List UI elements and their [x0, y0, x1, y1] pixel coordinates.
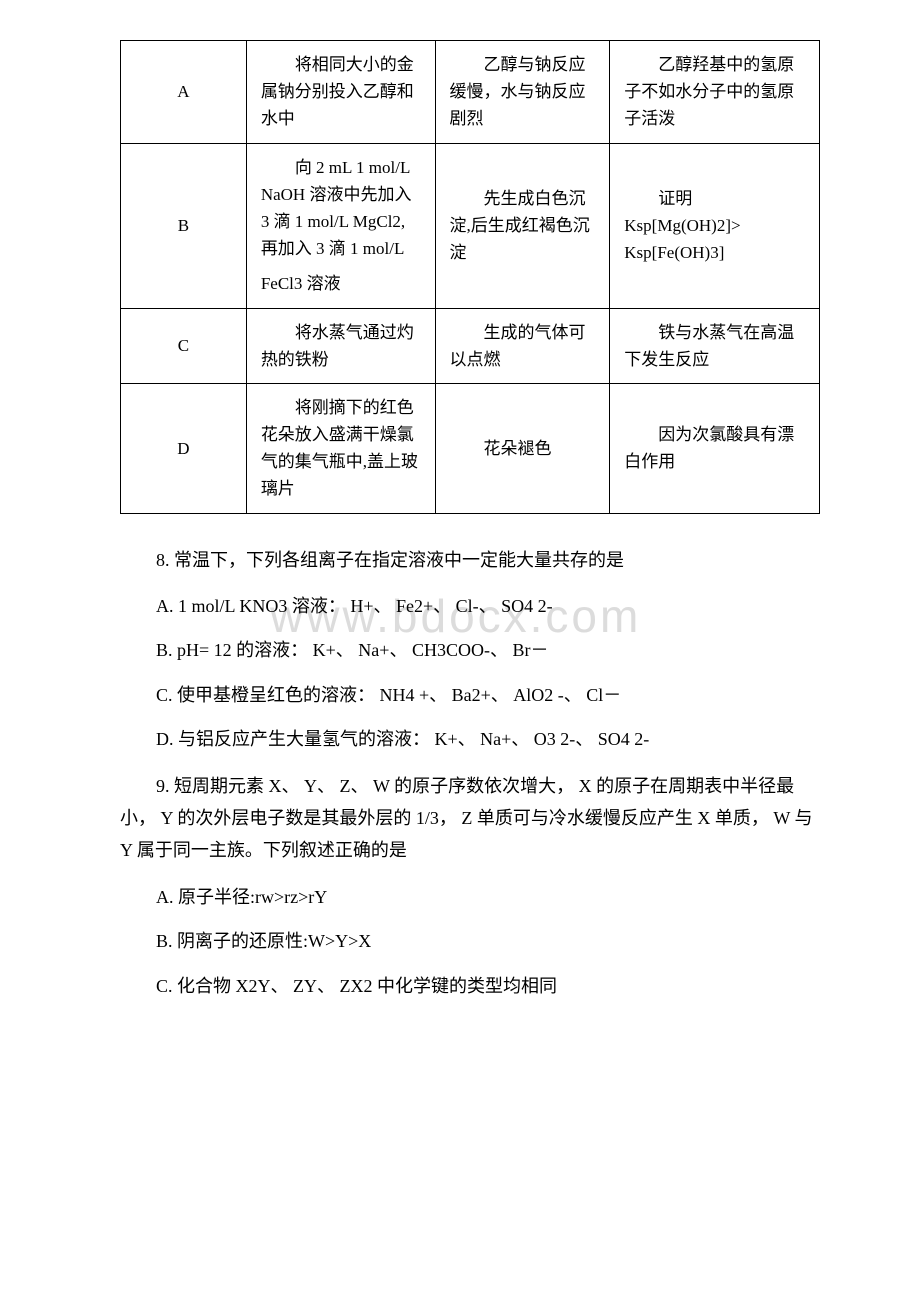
table-row: A 将相同大小的金属钠分别投入乙醇和水中 乙醇与钠反应缓慢，水与钠反应剧烈 乙醇… [121, 41, 820, 144]
row-d-operation: 将刚摘下的红色花朵放入盛满干燥氯气的集气瓶中,盖上玻璃片 [246, 383, 435, 513]
q9-option-a: A. 原子半径:rw>rz>rY [120, 881, 820, 913]
q9-option-b: B. 阴离子的还原性:W>Y>X [120, 925, 820, 957]
row-c-phenomenon: 生成的气体可以点燃 [435, 308, 610, 383]
table-row: D 将刚摘下的红色花朵放入盛满干燥氯气的集气瓶中,盖上玻璃片 花朵褪色 因为次氯… [121, 383, 820, 513]
row-b-phenomenon: 先生成白色沉淀,后生成红褐色沉淀 [435, 143, 610, 308]
row-b-label: B [121, 143, 247, 308]
row-d-label: D [121, 383, 247, 513]
q8-option-b: B. pH= 12 的溶液： K+、 Na+、 CH3COO-、 Br－ [120, 634, 820, 666]
table-row: B 向 2 mL 1 mol/L NaOH 溶液中先加入 3 滴 1 mol/L… [121, 143, 820, 308]
q9-stem-block: 9. 短周期元素 X、 Y、 Z、 W 的原子序数依次增大， X 的原子在周期表… [120, 770, 820, 867]
row-c-conclusion: 铁与水蒸气在高温下发生反应 [610, 308, 820, 383]
row-b-operation-p1: 向 2 mL 1 mol/L NaOH 溶液中先加入 3 滴 1 mol/L M… [261, 154, 421, 263]
row-c-label: C [121, 308, 247, 383]
row-d-phenomenon: 花朵褪色 [435, 383, 610, 513]
row-a-operation: 将相同大小的金属钠分别投入乙醇和水中 [246, 41, 435, 144]
row-c-operation: 将水蒸气通过灼热的铁粉 [246, 308, 435, 383]
row-b-conclusion: 证明 Ksp[Mg(OH)2]> Ksp[Fe(OH)3] [610, 143, 820, 308]
row-a-conclusion: 乙醇羟基中的氢原子不如水分子中的氢原子活泼 [610, 41, 820, 144]
row-b-operation: 向 2 mL 1 mol/L NaOH 溶液中先加入 3 滴 1 mol/L M… [246, 143, 435, 308]
table-row: C 将水蒸气通过灼热的铁粉 生成的气体可以点燃 铁与水蒸气在高温下发生反应 [121, 308, 820, 383]
q9-option-c: C. 化合物 X2Y、 ZY、 ZX2 中化学键的类型均相同 [120, 970, 820, 1002]
q8-option-a: A. 1 mol/L KNO3 溶液： H+、 Fe2+、 Cl-、 SO4 2… [120, 590, 820, 622]
row-a-phenomenon: 乙醇与钠反应缓慢，水与钠反应剧烈 [435, 41, 610, 144]
q8-option-d: D. 与铝反应产生大量氢气的溶液： K+、 Na+、 O3 2-、 SO4 2- [120, 723, 820, 755]
row-a-label: A [121, 41, 247, 144]
row-b-operation-p2: FeCl3 溶液 [261, 270, 421, 297]
q9-stem: 9. 短周期元素 X、 Y、 Z、 W 的原子序数依次增大， X 的原子在周期表… [120, 770, 820, 867]
q8-stem: 8. 常温下，下列各组离子在指定溶液中一定能大量共存的是 [120, 544, 820, 576]
q8-option-c: C. 使甲基橙呈红色的溶液： NH4 +、 Ba2+、 AlO2 -、 Cl－ [120, 679, 820, 711]
experiment-table: A 将相同大小的金属钠分别投入乙醇和水中 乙醇与钠反应缓慢，水与钠反应剧烈 乙醇… [120, 40, 820, 514]
row-d-conclusion: 因为次氯酸具有漂白作用 [610, 383, 820, 513]
